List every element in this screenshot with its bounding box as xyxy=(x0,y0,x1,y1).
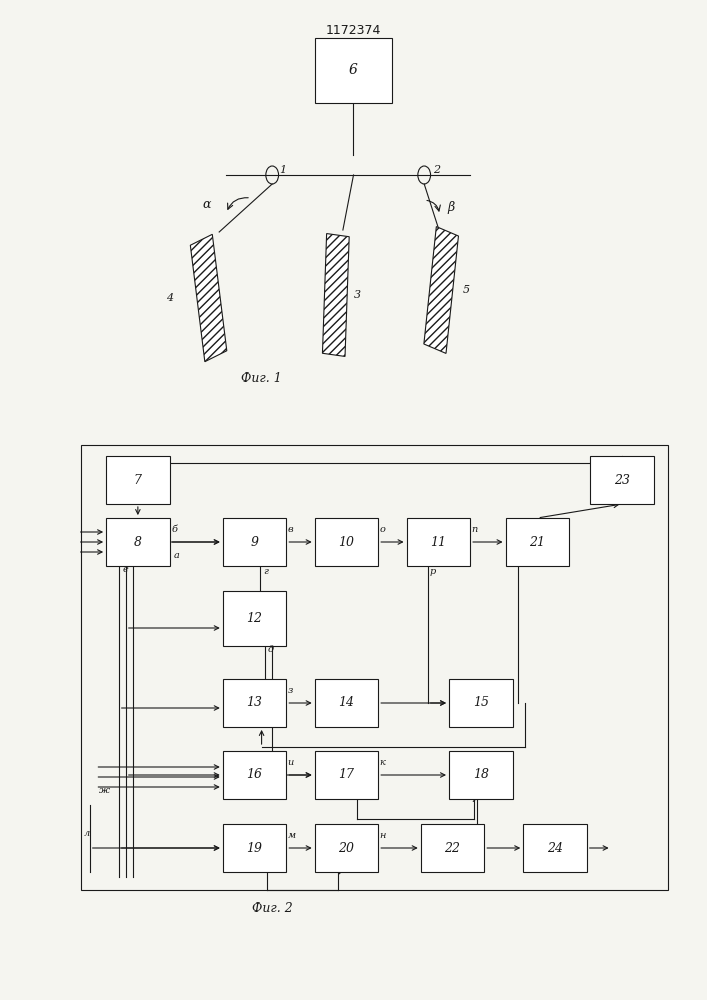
Text: 15: 15 xyxy=(473,696,489,710)
Bar xyxy=(315,518,378,566)
Text: 13: 13 xyxy=(247,696,262,710)
Text: к: к xyxy=(380,758,385,767)
Text: 4: 4 xyxy=(166,293,173,303)
Text: β: β xyxy=(448,202,455,215)
Text: 10: 10 xyxy=(339,536,354,548)
Polygon shape xyxy=(322,234,349,356)
Text: л: л xyxy=(84,829,90,838)
Text: н: н xyxy=(380,831,386,840)
Text: з: з xyxy=(288,686,293,695)
Text: м: м xyxy=(288,831,296,840)
Text: 18: 18 xyxy=(473,768,489,782)
Text: ж: ж xyxy=(99,786,110,795)
Text: 2: 2 xyxy=(433,165,440,175)
Text: 23: 23 xyxy=(614,474,630,487)
Polygon shape xyxy=(424,227,458,353)
Bar xyxy=(223,679,286,727)
Bar xyxy=(106,518,170,566)
Text: в: в xyxy=(288,525,293,534)
Text: 14: 14 xyxy=(339,696,354,710)
Bar xyxy=(315,751,378,799)
Text: 1172374: 1172374 xyxy=(326,23,381,36)
Bar xyxy=(81,445,668,890)
Text: д: д xyxy=(267,645,274,654)
Bar xyxy=(407,518,470,566)
Bar xyxy=(223,824,286,872)
Text: 16: 16 xyxy=(247,768,262,782)
Text: α: α xyxy=(203,198,211,211)
Text: г: г xyxy=(263,567,268,576)
Text: 24: 24 xyxy=(547,842,563,854)
Bar xyxy=(223,518,286,566)
Bar xyxy=(106,456,170,504)
Text: Фиг. 1: Фиг. 1 xyxy=(241,371,282,384)
Bar xyxy=(223,751,286,799)
Text: п: п xyxy=(472,525,478,534)
Text: 21: 21 xyxy=(530,536,545,548)
Bar xyxy=(421,824,484,872)
Text: р: р xyxy=(430,567,436,576)
Text: 7: 7 xyxy=(134,474,142,487)
Text: е: е xyxy=(122,565,128,574)
Bar xyxy=(315,824,378,872)
Text: и: и xyxy=(288,758,294,767)
Text: 22: 22 xyxy=(445,842,460,854)
Bar xyxy=(315,679,378,727)
Text: 20: 20 xyxy=(339,842,354,854)
Text: 19: 19 xyxy=(247,842,262,854)
Text: 12: 12 xyxy=(247,611,262,624)
Text: б: б xyxy=(171,525,177,534)
Text: о: о xyxy=(380,525,385,534)
Text: 6: 6 xyxy=(349,63,358,77)
Text: 5: 5 xyxy=(462,285,469,295)
Bar xyxy=(506,518,569,566)
Text: 11: 11 xyxy=(431,536,446,548)
Bar xyxy=(449,679,513,727)
Bar xyxy=(590,456,654,504)
Text: а: а xyxy=(173,551,179,560)
Polygon shape xyxy=(190,234,227,362)
Bar xyxy=(523,824,587,872)
Text: 3: 3 xyxy=(354,290,361,300)
Bar xyxy=(223,590,286,646)
Text: 1: 1 xyxy=(279,165,286,175)
Text: 17: 17 xyxy=(339,768,354,782)
Text: 9: 9 xyxy=(250,536,259,548)
Text: 8: 8 xyxy=(134,536,142,548)
Bar xyxy=(315,37,392,103)
Bar xyxy=(449,751,513,799)
Text: Фиг. 2: Фиг. 2 xyxy=(252,902,293,914)
